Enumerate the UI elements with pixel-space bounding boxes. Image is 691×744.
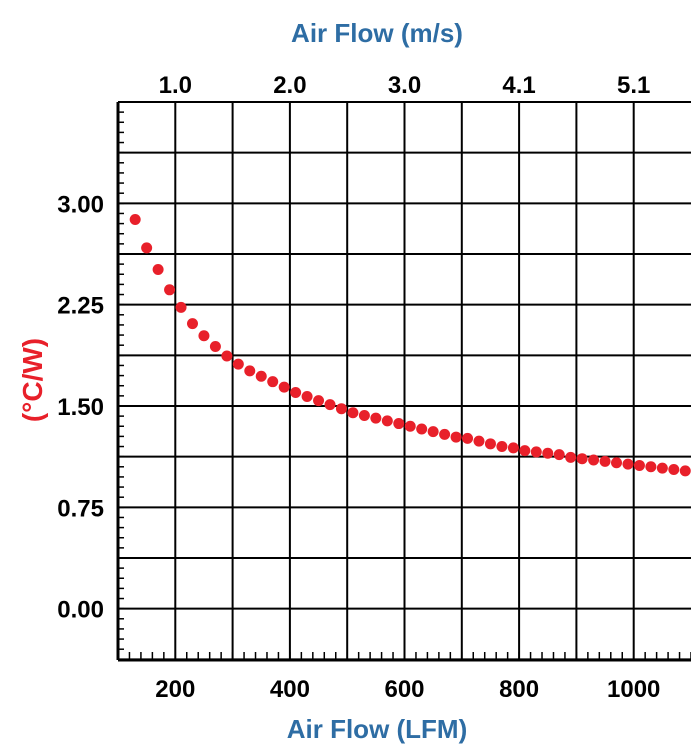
- data-point: [221, 350, 233, 362]
- data-point: [576, 453, 588, 465]
- bottom-axis-title: Air Flow (LFM): [287, 714, 468, 744]
- data-point: [347, 407, 359, 419]
- y-tick-label: 2.25: [57, 293, 104, 320]
- data-point: [484, 438, 496, 450]
- data-point: [141, 242, 153, 254]
- data-point: [358, 409, 370, 421]
- data-point: [232, 358, 244, 370]
- data-point: [370, 412, 382, 424]
- y-tick-label: 0.00: [57, 597, 104, 624]
- data-point: [507, 442, 519, 454]
- data-point: [427, 426, 439, 438]
- data-point: [198, 330, 210, 342]
- top-axis-title: Air Flow (m/s): [291, 18, 463, 48]
- data-point: [324, 399, 336, 411]
- data-point: [542, 447, 554, 459]
- x-tick-label: 800: [499, 676, 539, 703]
- data-point: [244, 365, 256, 377]
- tick-labels: 200 400 600 800 1000 1.0 2.0 3.0 4.1 5.1 0.00 0.75 1…: [57, 72, 660, 703]
- data-point: [393, 418, 405, 430]
- y-tick-label: 0.75: [57, 495, 104, 522]
- data-point: [565, 451, 577, 463]
- data-point: [645, 461, 657, 473]
- top-tick-label: 3.0: [388, 72, 421, 99]
- data-point: [164, 284, 176, 296]
- top-tick-label: 1.0: [159, 72, 192, 99]
- data-point: [473, 435, 485, 447]
- data-point: [267, 376, 279, 388]
- data-point: [290, 386, 302, 398]
- data-point: [679, 465, 691, 477]
- data-point: [209, 341, 221, 353]
- y-tick-label: 3.00: [57, 191, 104, 218]
- data-point: [255, 370, 267, 382]
- data-point: [599, 455, 611, 467]
- x-tick-label: 600: [384, 676, 424, 703]
- top-tick-label: 5.1: [617, 72, 650, 99]
- data-point: [622, 458, 634, 470]
- data-point: [186, 318, 198, 330]
- minor-ticks: [118, 111, 691, 661]
- data-point: [175, 301, 187, 313]
- x-tick-label: 400: [270, 676, 310, 703]
- data-point: [462, 432, 474, 444]
- data-point: [668, 463, 680, 475]
- y-tick-label: 1.50: [57, 394, 104, 421]
- data-point: [129, 214, 141, 226]
- y-axis-label: (°C/W): [17, 338, 48, 422]
- data-point: [519, 445, 531, 457]
- top-tick-label: 2.0: [273, 72, 306, 99]
- top-tick-label: 4.1: [502, 72, 535, 99]
- data-point: [278, 381, 290, 393]
- data-point: [588, 454, 600, 466]
- data-point: [656, 462, 668, 474]
- data-point: [496, 441, 508, 453]
- data-point: [404, 420, 416, 432]
- data-point: [450, 431, 462, 443]
- x-tick-label: 1000: [607, 676, 660, 703]
- data-point: [439, 428, 451, 440]
- x-tick-label: 200: [155, 676, 195, 703]
- data-point: [335, 403, 347, 415]
- data-point: [301, 391, 313, 403]
- data-point: [381, 415, 393, 427]
- data-point: [416, 423, 428, 435]
- data-point: [633, 459, 645, 471]
- data-point: [553, 449, 565, 461]
- data-point: [530, 446, 542, 458]
- data-point: [313, 395, 325, 407]
- data-points: [129, 214, 691, 477]
- data-point: [152, 264, 164, 276]
- data-point: [611, 457, 623, 469]
